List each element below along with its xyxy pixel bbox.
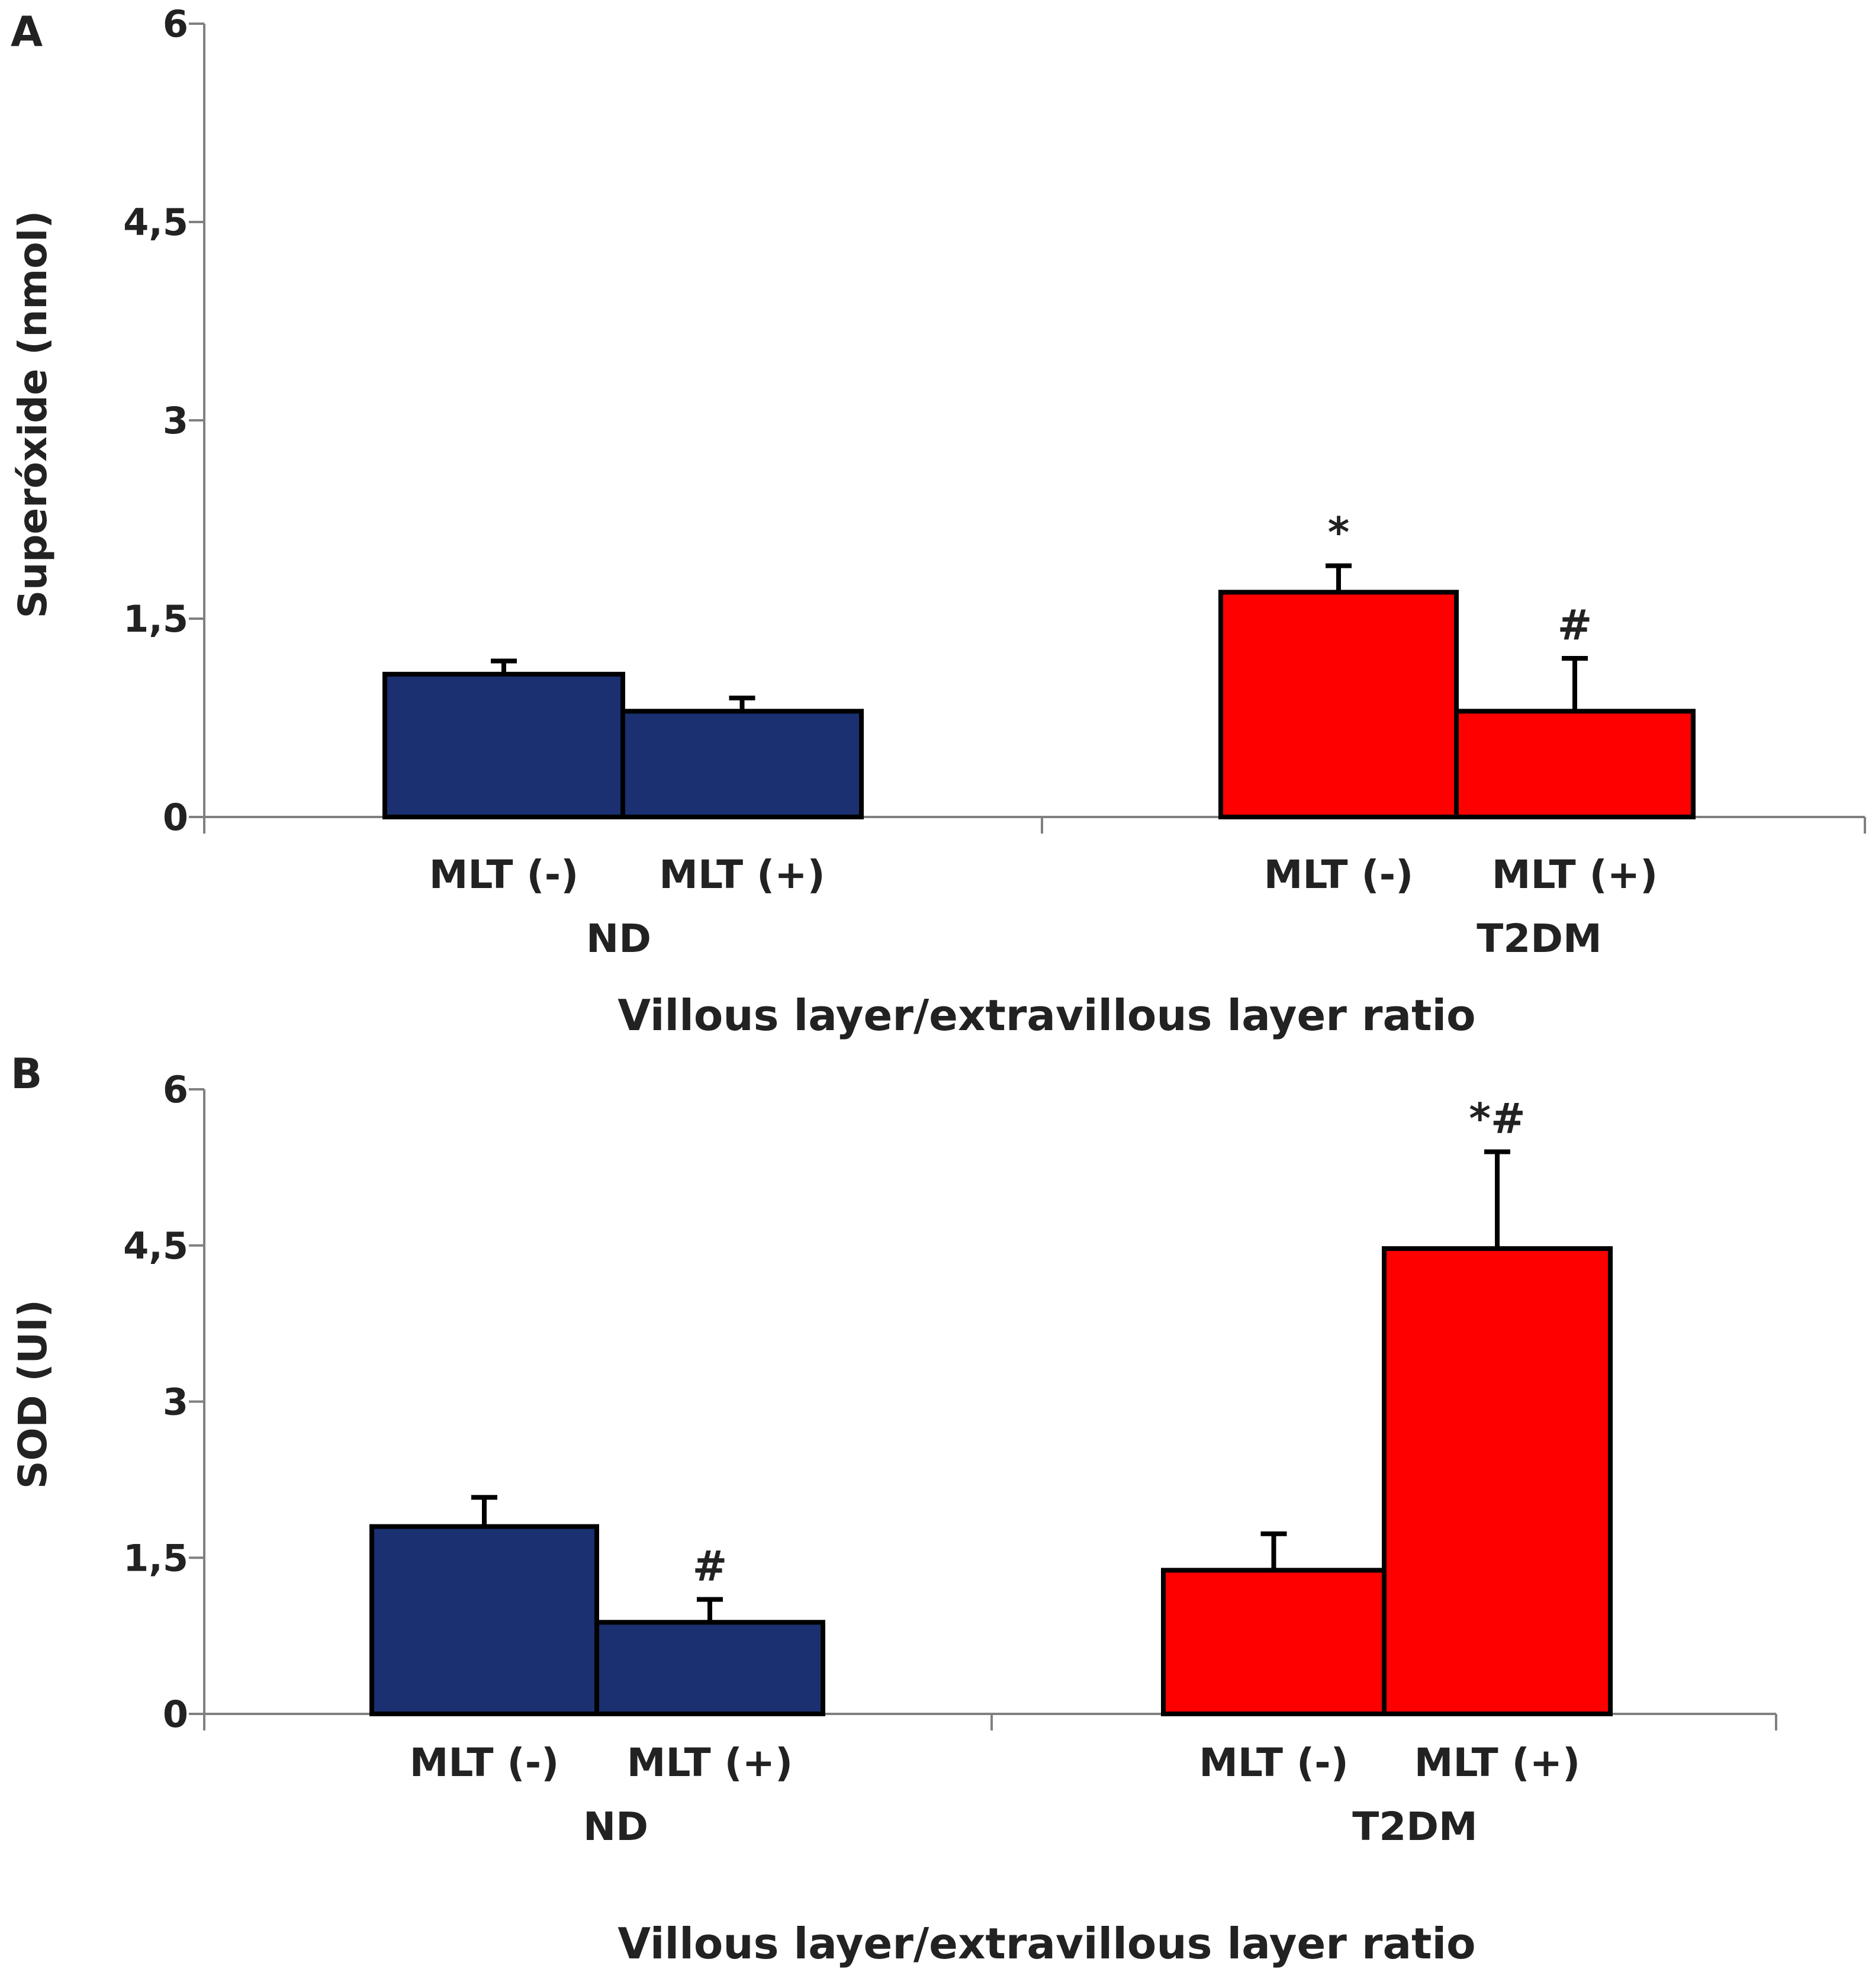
group-label: T2DM — [1352, 1804, 1477, 1849]
category-label: MLT (-) — [1264, 852, 1414, 898]
bar-t2dm-mlt-plus — [1454, 709, 1696, 820]
bar-nd-mlt-minus — [382, 671, 625, 820]
y-tick-label: 6 — [163, 2, 188, 46]
bar-nd-mlt-minus — [369, 1524, 599, 1716]
y-tick-label: 0 — [163, 1693, 188, 1736]
significance-marker: # — [1558, 601, 1593, 649]
panel-b-y-axis-label: SOD (UI) — [10, 1299, 56, 1489]
bar-t2dm-mlt-minus — [1218, 590, 1459, 819]
category-label: MLT (+) — [1414, 1740, 1580, 1786]
group-label: ND — [586, 916, 651, 961]
y-tick-label: 4,5 — [123, 1224, 188, 1268]
y-tick-label: 1,5 — [123, 1536, 188, 1580]
panel-b-label: B — [11, 1050, 42, 1098]
significance-marker: * — [1328, 509, 1350, 557]
significance-marker: # — [693, 1542, 728, 1591]
y-tick-label: 3 — [163, 1381, 188, 1424]
category-label: MLT (-) — [410, 1740, 559, 1786]
category-label: MLT (+) — [1492, 852, 1658, 898]
category-label: MLT (-) — [429, 852, 579, 898]
panel-a-label: A — [11, 8, 43, 56]
panel-a-chart: A Superóxide (nmol) Villous layer/extrav… — [10, 2, 1866, 1040]
panel-b-x-axis-label: Villous layer/extravillous layer ratio — [617, 1919, 1475, 1968]
category-label: MLT (+) — [627, 1740, 793, 1786]
panel-b-chart: B SOD (UI) Villous layer/extravillous la… — [10, 1050, 1777, 1968]
category-label: MLT (-) — [1199, 1740, 1349, 1786]
panel-a-x-axis-label: Villous layer/extravillous layer ratio — [617, 990, 1475, 1040]
panel-b-bars — [369, 1149, 1613, 1717]
y-tick-label: 3 — [163, 399, 188, 442]
bar-nd-mlt-plus — [620, 709, 864, 820]
significance-marker: *# — [1469, 1095, 1525, 1143]
bar-nd-mlt-plus — [594, 1620, 825, 1716]
category-label: MLT (+) — [659, 852, 825, 898]
group-label: T2DM — [1477, 916, 1601, 961]
y-tick-label: 6 — [163, 1068, 188, 1111]
y-tick-label: 0 — [163, 796, 188, 839]
bar-t2dm-mlt-plus — [1382, 1246, 1613, 1716]
y-tick-label: 1,5 — [123, 597, 188, 641]
group-label: ND — [583, 1804, 648, 1849]
panel-a-y-axis-label: Superóxide (nmol) — [10, 211, 56, 619]
y-tick-label: 4,5 — [123, 201, 188, 244]
panel-a-bars — [382, 563, 1696, 820]
bar-t2dm-mlt-minus — [1161, 1568, 1387, 1717]
